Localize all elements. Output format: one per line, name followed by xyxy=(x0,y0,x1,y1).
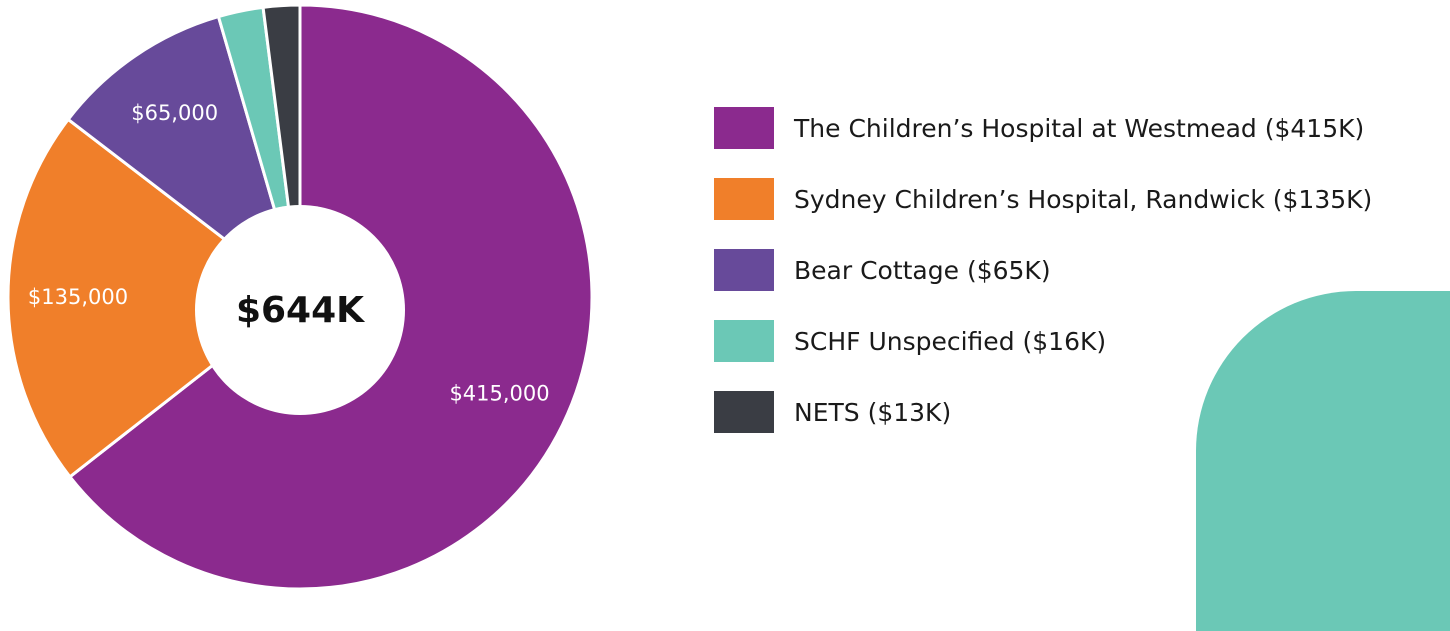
legend-swatch-3 xyxy=(714,320,774,362)
legend-item-1: Sydney Children’s Hospital, Randwick ($1… xyxy=(714,178,1372,220)
legend-label-2: Bear Cottage ($65K) xyxy=(794,255,1051,285)
donut-hole xyxy=(195,205,405,415)
legend-item-0: The Children’s Hospital at Westmead ($41… xyxy=(714,107,1372,149)
legend-item-2: Bear Cottage ($65K) xyxy=(714,249,1372,291)
donut-chart: $415,000 $135,000 $65,000 $644K xyxy=(6,3,594,589)
legend-swatch-1 xyxy=(714,178,774,220)
pie-slice-1 xyxy=(6,117,303,479)
legend-swatch-4 xyxy=(714,391,774,433)
pie-slice-label-0: $415,000 xyxy=(449,381,549,405)
pie-slice-label-1: $135,000 xyxy=(28,285,128,309)
legend-label-0: The Children’s Hospital at Westmead ($41… xyxy=(794,113,1365,143)
decorative-teal-shape xyxy=(1196,291,1450,631)
chart-total-label: $644K xyxy=(236,290,365,331)
legend-label-4: NETS ($13K) xyxy=(794,397,952,427)
legend-item-4: NETS ($13K) xyxy=(714,391,1372,433)
chart-legend: The Children’s Hospital at Westmead ($41… xyxy=(714,107,1372,462)
pie-slice-label-2: $65,000 xyxy=(131,101,218,125)
legend-label-3: SCHF Unspecified ($16K) xyxy=(794,326,1107,356)
legend-label-1: Sydney Children’s Hospital, Randwick ($1… xyxy=(794,184,1373,214)
legend-swatch-0 xyxy=(714,107,774,149)
legend-item-3: SCHF Unspecified ($16K) xyxy=(714,320,1372,362)
legend-swatch-2 xyxy=(714,249,774,291)
chart-slice-labels: $415,000 $135,000 $65,000 xyxy=(28,101,550,406)
